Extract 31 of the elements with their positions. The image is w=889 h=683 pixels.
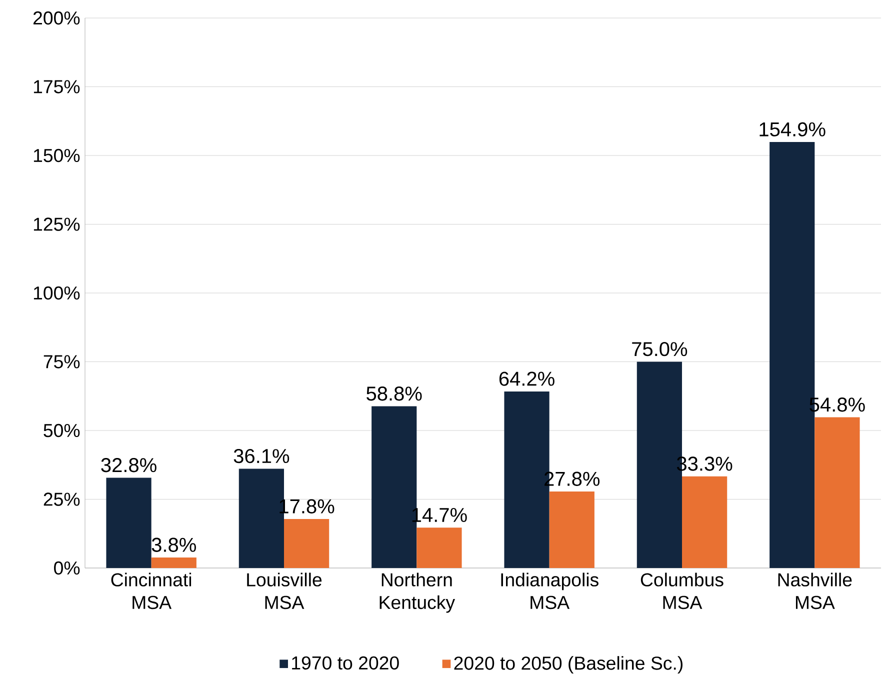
data-label: 58.8% bbox=[366, 386, 422, 401]
legend-label: 2020 to 2050 (Baseline Sc.) bbox=[454, 656, 682, 674]
x-tick-label: Louisville MSA bbox=[247, 572, 322, 610]
x-tick-label: Columbus MSA bbox=[640, 572, 724, 610]
legend-label: 1970 to 2020 bbox=[292, 656, 399, 670]
bar bbox=[549, 492, 594, 568]
y-tick-label: 175% bbox=[34, 80, 80, 94]
y-tick-label: 200% bbox=[33, 11, 80, 25]
bar bbox=[284, 519, 330, 568]
data-label: 154.9% bbox=[760, 122, 826, 136]
x-tick-label: Indianapolis MSA bbox=[501, 572, 598, 610]
data-label: 36.1% bbox=[234, 448, 290, 464]
bar bbox=[682, 476, 728, 568]
y-tick-label: 75% bbox=[44, 355, 80, 368]
y-tick-label: 0% bbox=[54, 561, 80, 575]
y-tick-label: 50% bbox=[44, 424, 80, 438]
x-tick-label: Northern Kentucky bbox=[380, 572, 456, 613]
y-tick-label: 125% bbox=[34, 218, 80, 231]
data-label: 3.8% bbox=[152, 538, 196, 552]
bar bbox=[416, 528, 462, 568]
x-tick-label: Nashville MSA bbox=[778, 572, 852, 610]
bar bbox=[106, 478, 152, 568]
y-tick-label: 25% bbox=[44, 492, 80, 506]
data-label: 75.0% bbox=[632, 342, 688, 356]
data-label: 32.8% bbox=[101, 458, 156, 472]
y-tick-label: 150% bbox=[34, 148, 80, 162]
bar bbox=[151, 558, 196, 568]
y-tick-label: 100% bbox=[34, 286, 80, 300]
bar bbox=[814, 417, 860, 568]
data-label: 64.2% bbox=[499, 372, 554, 386]
x-tick-label: Cincinnati MSA bbox=[111, 572, 192, 610]
